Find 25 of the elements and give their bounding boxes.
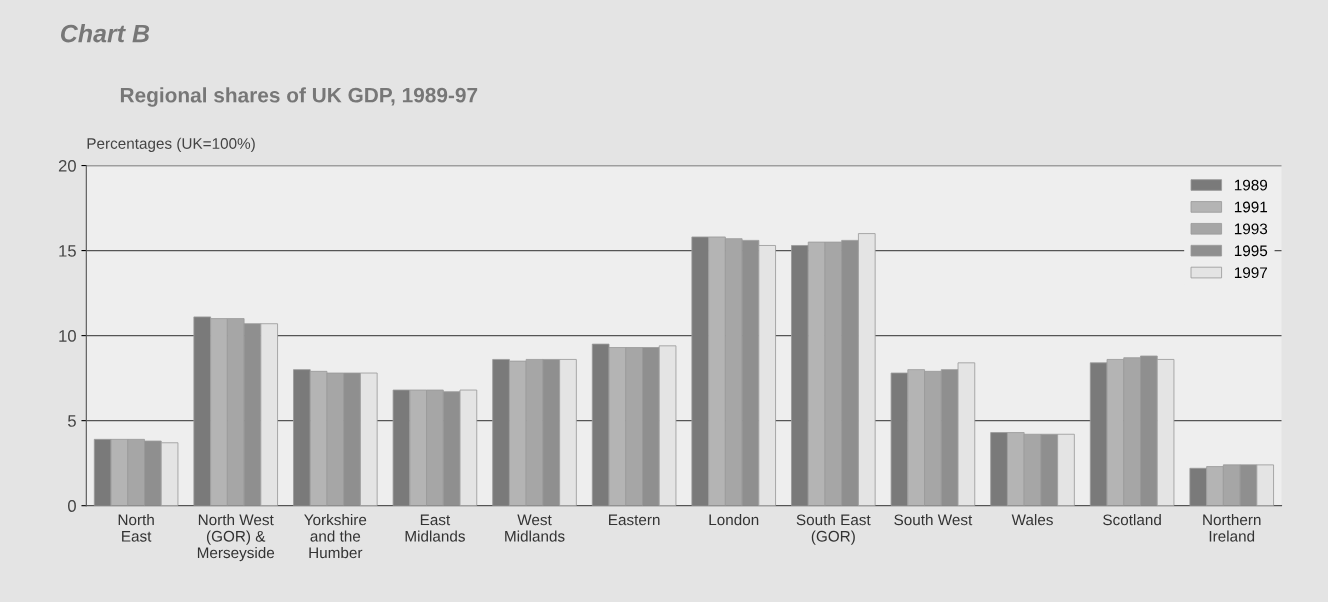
x-tick-label: North West (GOR) & Merseyside	[197, 514, 275, 562]
y-tick-label: 20	[58, 159, 76, 172]
y-axis-title: Percentages (UK=100%)	[87, 137, 255, 152]
y-tick-label: 10	[59, 330, 76, 342]
x-tick-label: West Midlands	[505, 514, 565, 542]
x-tick-label: London	[709, 514, 759, 526]
y-tick-label: 0	[67, 500, 76, 512]
x-tick-label: South East (GOR)	[796, 514, 871, 545]
chart-title: Regional shares of UK GDP, 1989-97	[120, 87, 478, 107]
legend-label: 1991	[1234, 201, 1268, 213]
x-tick-label: Northern Ireland	[1203, 514, 1261, 542]
x-tick-label: Eastern	[609, 514, 660, 526]
x-tick-label: Scotland	[1103, 514, 1161, 526]
x-tick-label: East Midlands	[405, 514, 465, 542]
text: Chart B	[60, 24, 150, 43]
y-tick-label: 5	[68, 415, 76, 427]
legend-label: 1993	[1234, 223, 1268, 235]
y-tick-label: 15	[59, 245, 76, 257]
legend-label: 1997	[1234, 267, 1268, 279]
x-tick-label: Yorkshire and the Humber	[304, 514, 367, 559]
legend-label: 1989	[1234, 179, 1268, 191]
x-tick-label: North East	[118, 514, 154, 542]
x-tick-label: South West	[894, 514, 973, 526]
x-tick-label: Wales	[1011, 514, 1053, 526]
legend-label: 1995	[1234, 245, 1268, 257]
